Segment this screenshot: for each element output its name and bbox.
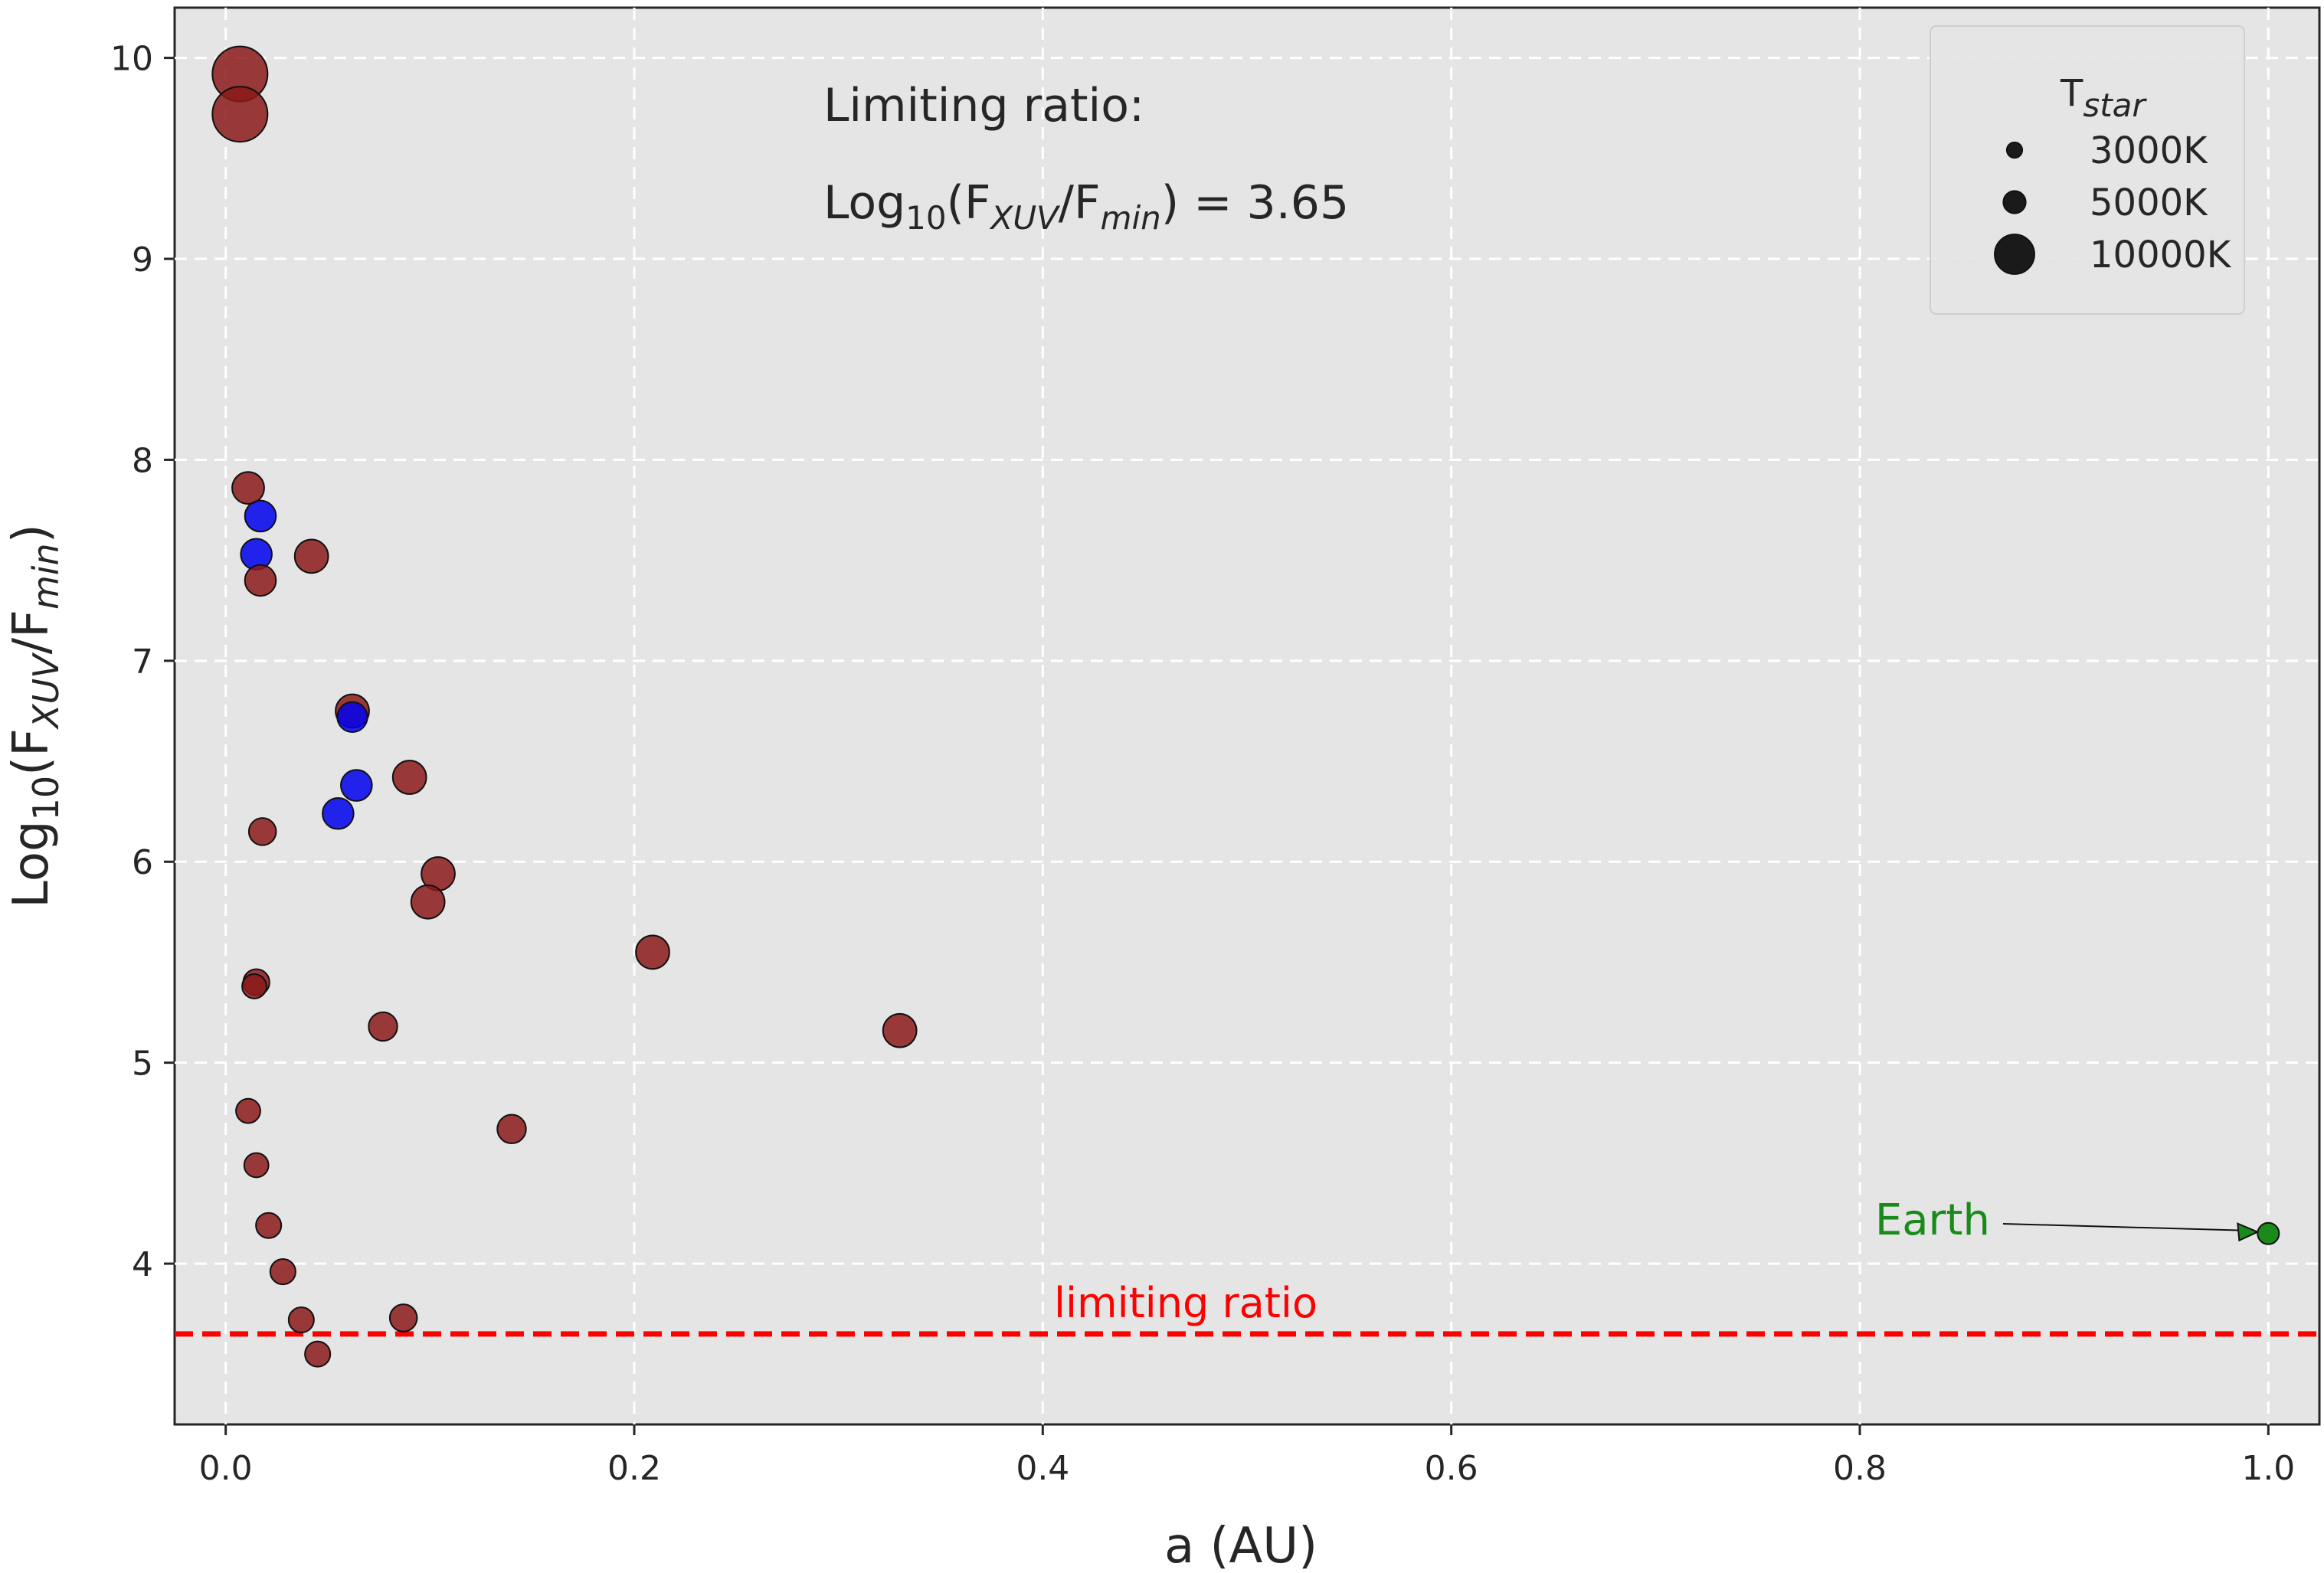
planet-point <box>231 471 265 505</box>
legend-label: 3000K <box>2090 129 2208 172</box>
earth-label: Earth <box>1875 1195 1990 1245</box>
x-tick-label: 0.2 <box>607 1449 661 1488</box>
annotation-formula: Log10(FXUV/Fmin) = 3.65 <box>823 176 1349 237</box>
planet-point <box>247 817 277 846</box>
planet-point <box>304 1340 332 1368</box>
x-tick-label: 0.8 <box>1833 1449 1887 1488</box>
legend-label: 10000K <box>2090 234 2232 276</box>
planet-point <box>340 769 373 802</box>
y-tick-label: 10 <box>110 40 153 79</box>
x-tick-label: 1.0 <box>2241 1449 2295 1488</box>
legend-marker <box>1994 234 2035 275</box>
planet-point <box>388 1303 418 1333</box>
planet-point <box>244 499 277 533</box>
y-axis-label: Log10(FXUV/Fmin) <box>3 524 67 908</box>
earth-arrow-line <box>2002 1223 2246 1231</box>
x-axis-label: a (AU) <box>1164 1518 1317 1573</box>
planet-point <box>322 796 355 830</box>
y-tick-label: 8 <box>132 441 153 480</box>
legend-title: Tstar <box>2060 72 2147 124</box>
y-tick-label: 9 <box>132 240 153 280</box>
legend-marker <box>2002 190 2027 214</box>
earth-arrow-head <box>2237 1222 2260 1242</box>
limiting-ratio-label: limiting ratio <box>1054 1279 1317 1327</box>
y-tick-label: 7 <box>132 643 153 682</box>
y-tick-label: 4 <box>132 1245 153 1284</box>
planet-point <box>410 884 446 920</box>
x-tick-label: 0.0 <box>199 1449 253 1488</box>
planet-point <box>368 1011 398 1042</box>
planet-point <box>241 973 267 999</box>
data-points <box>211 45 918 1368</box>
planet-point <box>244 564 277 597</box>
earth-point <box>2257 1221 2280 1245</box>
axis-ticks: 0.0 0.2 0.4 0.6 0.8 1.0 4 5 6 7 8 9 10 <box>110 40 2295 1488</box>
planet-point <box>243 1152 270 1179</box>
planet-point <box>269 1258 296 1286</box>
legend-label: 5000K <box>2090 182 2208 224</box>
planet-point <box>211 86 269 143</box>
x-tick-label: 0.6 <box>1425 1449 1478 1488</box>
annotation-title: Limiting ratio: <box>823 79 1144 132</box>
planet-point <box>882 1012 918 1048</box>
planet-point <box>336 701 368 733</box>
planet-point <box>293 538 329 574</box>
planet-point <box>287 1306 315 1334</box>
grid-lines <box>175 8 2319 1424</box>
planet-point <box>391 760 427 795</box>
planet-point <box>235 1097 261 1124</box>
y-tick-label: 5 <box>132 1045 153 1084</box>
limit-line-group: limiting ratio <box>175 1279 2319 1337</box>
planet-point <box>255 1212 283 1239</box>
planet-point <box>635 934 670 970</box>
x-tick-label: 0.4 <box>1016 1449 1069 1488</box>
planet-point <box>496 1114 527 1144</box>
y-tick-label: 6 <box>132 843 153 882</box>
legend-entries: 3000K 5000K 10000K <box>1994 129 2232 276</box>
earth-marker-group: Earth <box>1875 1195 2280 1245</box>
legend-marker <box>2005 141 2024 159</box>
legend: Tstar 3000K 5000K 10000K <box>1930 25 2245 315</box>
